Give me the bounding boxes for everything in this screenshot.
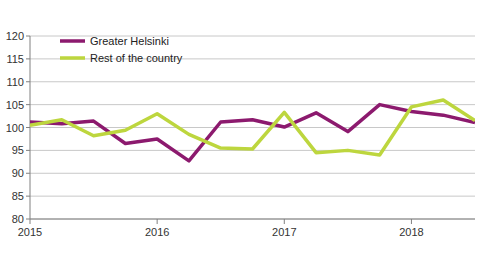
grid-line <box>30 127 475 128</box>
grid-line <box>30 196 475 197</box>
y-tick-label: 100 <box>6 122 24 134</box>
y-tick-label: 120 <box>6 30 24 42</box>
legend-label: Rest of the country <box>90 52 183 64</box>
legend-label: Greater Helsinki <box>90 35 169 47</box>
x-tick <box>157 219 158 224</box>
y-tick <box>26 219 30 220</box>
y-tick-label: 85 <box>12 190 24 202</box>
y-tick-label: 105 <box>6 99 24 111</box>
y-tick <box>26 173 30 174</box>
y-tick <box>26 81 30 82</box>
y-tick <box>26 104 30 105</box>
y-tick-label: 95 <box>12 144 24 156</box>
legend-swatch <box>60 56 85 60</box>
y-tick-label: 110 <box>6 76 24 88</box>
x-axis <box>30 219 475 220</box>
y-tick <box>26 58 30 59</box>
x-tick-label: 2016 <box>145 226 169 238</box>
y-tick <box>26 196 30 197</box>
legend-swatch <box>60 39 85 43</box>
x-tick-label: 2018 <box>399 226 423 238</box>
x-tick <box>284 219 285 224</box>
y-axis <box>30 36 31 219</box>
y-tick-label: 80 <box>12 213 24 225</box>
grid-line <box>30 173 475 174</box>
chart: 80 85 90 95 100 105 110 115 120 2015 2016 2017 2018 G… <box>0 0 494 265</box>
series-line <box>30 100 475 155</box>
chart-container: 80 85 90 95 100 105 110 115 120 2015 2016 2017 2018 G… <box>0 0 494 265</box>
y-tick <box>26 36 30 37</box>
y-tick <box>26 127 30 128</box>
grid-line <box>30 81 475 82</box>
grid-line <box>30 104 475 105</box>
plot-area <box>30 100 475 161</box>
grid-line <box>30 219 475 220</box>
x-tick <box>411 219 412 224</box>
y-tick <box>26 150 30 151</box>
x-tick-label: 2015 <box>18 226 42 238</box>
x-tick-label: 2017 <box>272 226 296 238</box>
y-tick-label: 115 <box>6 53 24 65</box>
legend: Greater Helsinki Rest of the country <box>60 35 183 64</box>
y-tick-label: 90 <box>12 167 24 179</box>
x-tick <box>30 219 31 224</box>
